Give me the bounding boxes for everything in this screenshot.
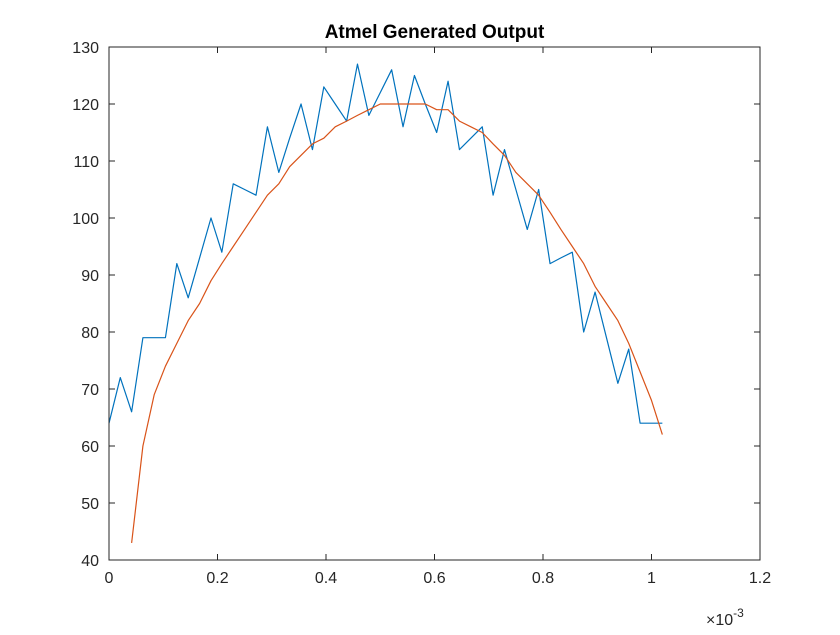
y-tick-label: 130 (72, 40, 99, 57)
x-tick-label: 1 (647, 570, 656, 587)
plot-area (109, 47, 760, 560)
x-tick-label: 0.6 (423, 570, 445, 587)
y-tick-label: 80 (81, 325, 99, 342)
chart-title: Atmel Generated Output (325, 22, 545, 43)
x-axis-exponent-power: -3 (733, 606, 744, 620)
y-tick-label: 40 (81, 553, 99, 570)
series-layer (108, 63, 663, 543)
y-tick-label: 70 (81, 382, 99, 399)
x-tick-label: 1.2 (749, 570, 771, 587)
series-line-2 (131, 103, 663, 543)
x-tick-label: 0 (105, 570, 114, 587)
y-tick-label: 100 (72, 211, 99, 228)
y-tick-label: 50 (81, 496, 99, 513)
x-axis-exponent-base: ×10 (706, 612, 733, 629)
x-tick-label: 0.2 (206, 570, 228, 587)
y-tick-label: 120 (72, 97, 99, 114)
tick-layer: 0 0.2 0.4 0.6 0.8 1 1.2 40 50 60 70 80 90 100 110 120 13… (72, 40, 771, 587)
y-tick-label: 90 (81, 268, 99, 285)
x-tick-label: 0.4 (315, 570, 337, 587)
x-tick-label: 0.8 (532, 570, 554, 587)
y-tick-label: 60 (81, 439, 99, 456)
y-tick-label: 110 (73, 154, 99, 171)
x-axis-exponent: ×10-3 (706, 606, 744, 629)
series-line-1 (108, 63, 663, 424)
